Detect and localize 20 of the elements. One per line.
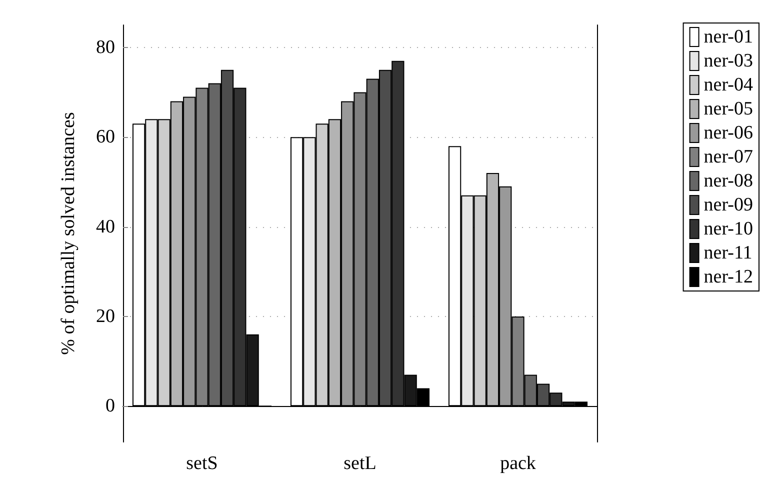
legend-label: ner-03 <box>704 50 754 72</box>
legend-label: ner-08 <box>704 170 754 192</box>
x-tick-label: setL <box>344 453 376 474</box>
legend-label: ner-01 <box>704 26 754 48</box>
legend-label: ner-09 <box>704 194 754 216</box>
legend-label: ner-12 <box>704 266 754 288</box>
x-tick-label: pack <box>500 453 536 474</box>
legend-label: ner-11 <box>704 242 752 264</box>
legend-label: ner-04 <box>704 74 754 96</box>
legend-label: ner-06 <box>704 122 754 144</box>
x-tick-label: setS <box>186 453 218 474</box>
y-tick-label: 60 <box>96 126 115 148</box>
legend-label: ner-05 <box>704 98 754 120</box>
y-axis-title: % of optimally solved instances <box>58 112 79 355</box>
y-tick-label: 40 <box>96 216 115 238</box>
y-tick-label: 80 <box>96 36 115 58</box>
y-tick-label: 20 <box>96 306 115 327</box>
legend-label: ner-07 <box>704 146 754 168</box>
y-tick-label: 0 <box>106 396 115 417</box>
legend-label: ner-10 <box>704 218 754 240</box>
